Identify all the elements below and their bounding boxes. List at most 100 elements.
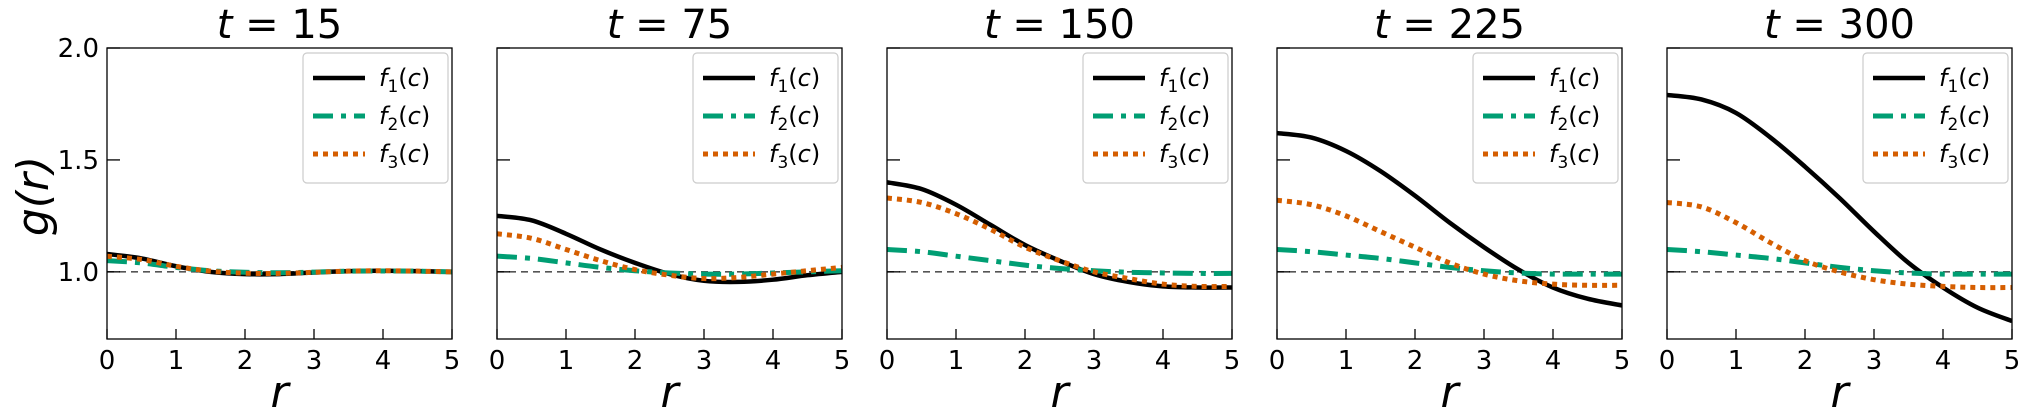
legend: f1(c)f2(c)f3(c) bbox=[302, 52, 449, 184]
x-tick-label: 4 bbox=[1935, 346, 1952, 376]
panel-title-value: 225 bbox=[1449, 2, 1525, 48]
shared-labels: g(r) bbox=[8, 156, 59, 236]
legend: f1(c)f2(c)f3(c) bbox=[692, 52, 839, 184]
series-line-f3 bbox=[497, 231, 842, 282]
legend-label-f1: f1(c) bbox=[1159, 64, 1210, 97]
panel-title-variable: t bbox=[607, 2, 624, 48]
x-tick-label: 4 bbox=[1545, 346, 1562, 376]
chart-panel-4: t = 225 0 1 2 3 4 5 r f1(c)f2(c)f3(c) bbox=[1269, 2, 1631, 413]
x-tick-label: 2 bbox=[237, 346, 254, 376]
x-axis-label: r bbox=[270, 367, 291, 413]
panel-title-value: 300 bbox=[1839, 2, 1915, 48]
x-tick-label: 5 bbox=[1614, 346, 1631, 376]
panel-title-variable: t bbox=[217, 2, 234, 48]
x-tick-label: 0 bbox=[99, 346, 116, 376]
x-tick-label: 0 bbox=[879, 346, 896, 376]
panel-title: t = 75 bbox=[607, 2, 733, 48]
y-axis-label: g(r) bbox=[8, 156, 59, 236]
x-tick-label: 3 bbox=[1086, 346, 1103, 376]
series-group bbox=[107, 251, 452, 277]
panel-title-variable: t bbox=[984, 2, 1001, 48]
x-tick-label: 0 bbox=[1659, 346, 1676, 376]
series-line-f3 bbox=[887, 195, 1232, 290]
x-tick-label: 1 bbox=[168, 346, 185, 376]
x-tick-label: 1 bbox=[1728, 346, 1745, 376]
chart-panel-5: t = 300 0 1 2 3 4 5 r f1(c)f2(c)f3(c) bbox=[1659, 2, 2021, 413]
chart-panel-2: t = 75 0 1 2 3 4 5 r f1(c)f2(c)f3(c) bbox=[489, 2, 851, 413]
x-axis-label: r bbox=[1440, 367, 1461, 413]
series-line-f1 bbox=[1667, 92, 2012, 324]
x-tick-label: 5 bbox=[444, 346, 461, 376]
series-line-f3 bbox=[107, 253, 452, 277]
x-tick-label: 4 bbox=[1155, 346, 1172, 376]
y-tick-label: 1.5 bbox=[58, 146, 99, 176]
x-tick-label: 3 bbox=[696, 346, 713, 376]
x-tick-label: 2 bbox=[1797, 346, 1814, 376]
x-tick-label: 3 bbox=[1476, 346, 1493, 376]
legend-box bbox=[1082, 52, 1229, 184]
x-tick-label: 5 bbox=[834, 346, 851, 376]
panel-title-value: 150 bbox=[1059, 2, 1135, 48]
series-line-f2 bbox=[497, 253, 842, 277]
x-tick-label: 0 bbox=[1269, 346, 1286, 376]
series-line-f2 bbox=[1667, 246, 2012, 277]
x-tick-label: 2 bbox=[1017, 346, 1034, 376]
panel-title: t = 300 bbox=[1764, 2, 1915, 48]
x-tick-label: 3 bbox=[1866, 346, 1883, 376]
series-group bbox=[1667, 92, 2012, 324]
legend: f1(c)f2(c)f3(c) bbox=[1472, 52, 1619, 184]
series-group bbox=[497, 213, 842, 285]
y-tick-label: 2.0 bbox=[58, 34, 99, 64]
panel-title-variable: t bbox=[1374, 2, 1391, 48]
x-tick-label: 5 bbox=[2004, 346, 2021, 376]
panel-title: t = 15 bbox=[217, 2, 343, 48]
legend: f1(c)f2(c)f3(c) bbox=[1862, 52, 2009, 184]
legend-box bbox=[692, 52, 839, 184]
plot-frame bbox=[106, 47, 453, 340]
x-axis-label: r bbox=[660, 367, 681, 413]
legend-box bbox=[302, 52, 449, 184]
plot-frame bbox=[886, 47, 1233, 340]
x-tick-label: 1 bbox=[948, 346, 965, 376]
x-tick-label: 5 bbox=[1224, 346, 1241, 376]
legend-box bbox=[1472, 52, 1619, 184]
series-group bbox=[887, 180, 1232, 290]
series-line-f1 bbox=[1277, 130, 1622, 308]
plot-frame bbox=[496, 47, 843, 340]
x-tick-label: 4 bbox=[375, 346, 392, 376]
plot-frame bbox=[1276, 47, 1623, 340]
panel-title-equals: = bbox=[232, 2, 291, 48]
panel-title-equals: = bbox=[1780, 2, 1839, 48]
legend-label-f2: f2(c) bbox=[1549, 102, 1600, 135]
panel-title-variable: t bbox=[1764, 2, 1781, 48]
y-tick-label: 1.0 bbox=[58, 258, 99, 288]
x-tick-label: 1 bbox=[1338, 346, 1355, 376]
series-line-f2 bbox=[1277, 246, 1622, 277]
plot-frame bbox=[1666, 47, 2013, 340]
legend-label-f2: f2(c) bbox=[1159, 102, 1210, 135]
legend-label-f2: f2(c) bbox=[379, 102, 430, 135]
x-tick-label: 1 bbox=[558, 346, 575, 376]
chart-panel-1: t = 15 0 1 2 3 4 5 1.0 1.5 2.0 r f1(c)f2(c)f3(c) bbox=[58, 2, 461, 413]
series-line-f3 bbox=[1667, 199, 2012, 291]
x-tick-label: 4 bbox=[765, 346, 782, 376]
panel-title-equals: = bbox=[1000, 2, 1059, 48]
x-tick-label: 3 bbox=[306, 346, 323, 376]
panel-title-equals: = bbox=[1390, 2, 1449, 48]
x-axis-label: r bbox=[1830, 367, 1851, 413]
panel-title-equals: = bbox=[622, 2, 681, 48]
legend-label-f2: f2(c) bbox=[1939, 102, 1990, 135]
panel-title: t = 225 bbox=[1374, 2, 1525, 48]
x-axis-label: r bbox=[1050, 367, 1071, 413]
series-group bbox=[1277, 130, 1622, 308]
series-line-f2 bbox=[887, 246, 1232, 276]
x-tick-label: 2 bbox=[627, 346, 644, 376]
panel-title-value: 15 bbox=[291, 2, 342, 48]
legend-box bbox=[1862, 52, 2009, 184]
legend-label-f1: f1(c) bbox=[769, 64, 820, 97]
series-line-f3 bbox=[1277, 197, 1622, 288]
legend: f1(c)f2(c)f3(c) bbox=[1082, 52, 1229, 184]
